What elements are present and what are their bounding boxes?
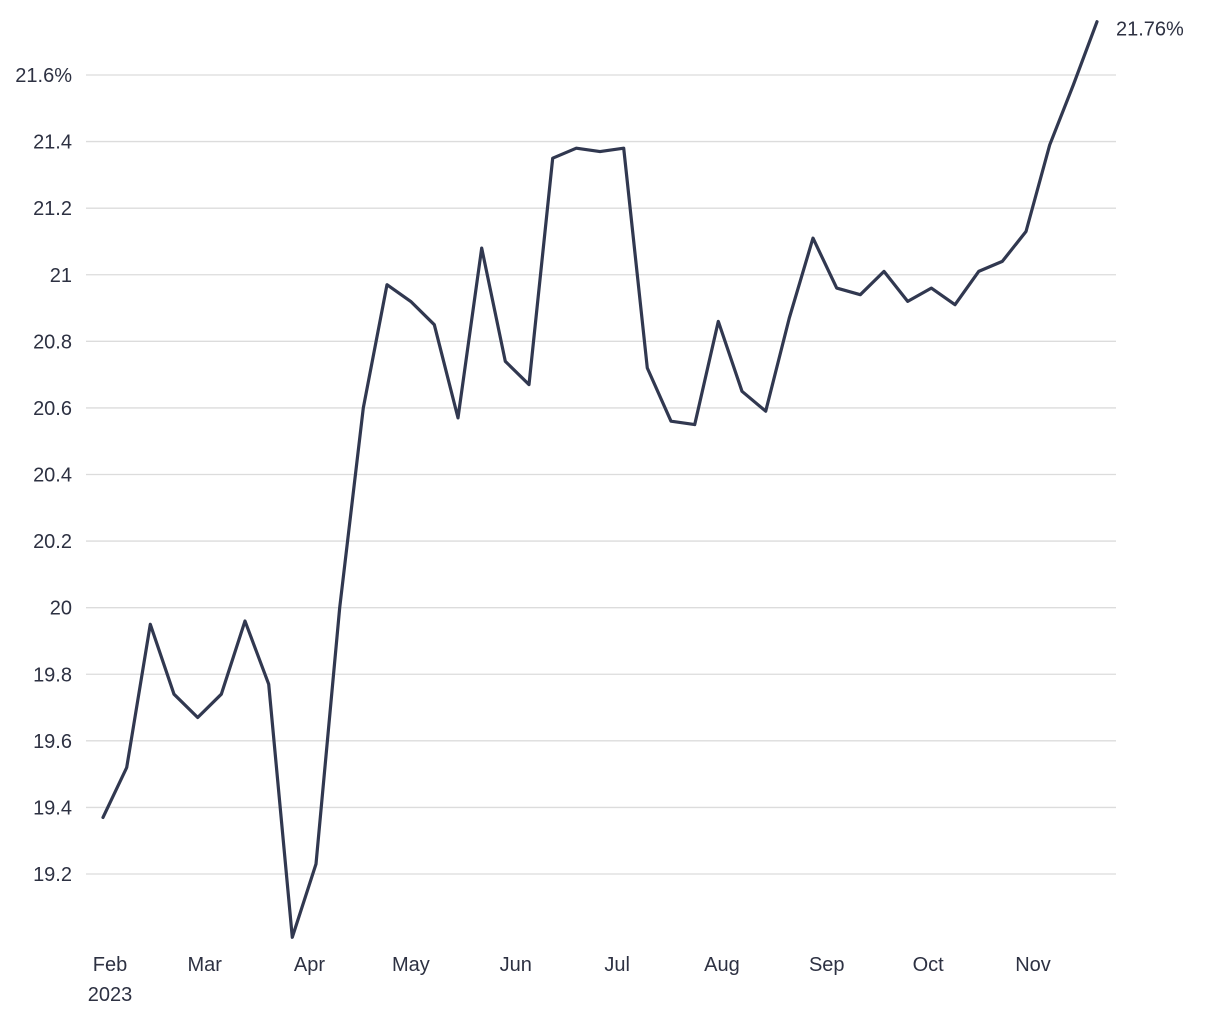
x-tick-label: Apr (294, 954, 325, 976)
data-point (882, 269, 886, 273)
data-point (645, 366, 649, 370)
data-point (266, 682, 270, 686)
data-point (408, 299, 412, 303)
series-line (101, 20, 1099, 939)
data-point (361, 406, 365, 410)
y-tick-label: 21 (50, 265, 72, 287)
data-point (692, 422, 696, 426)
data-point (479, 246, 483, 250)
data-point (1071, 83, 1075, 87)
data-point (172, 692, 176, 696)
data-point (337, 605, 341, 609)
x-tick-label: May (392, 954, 430, 976)
x-tick-year-label: 2023 (88, 984, 133, 1006)
data-point (1000, 259, 1004, 263)
x-tick-label: Feb (93, 954, 127, 976)
y-tick-label: 19.6 (33, 731, 72, 753)
data-point (811, 236, 815, 240)
data-point (456, 416, 460, 420)
x-tick-label: Oct (913, 954, 945, 976)
data-point (1047, 143, 1051, 147)
data-point (858, 293, 862, 297)
data-point (385, 283, 389, 287)
y-tick-label: 19.4 (33, 797, 72, 819)
data-point (219, 692, 223, 696)
data-point (243, 619, 247, 623)
x-tick-label: Nov (1015, 954, 1051, 976)
y-tick-label: 21.6% (15, 65, 72, 87)
y-tick-label: 19.8 (33, 664, 72, 686)
data-point (905, 299, 909, 303)
data-point (1024, 229, 1028, 233)
x-tick-label: Jun (500, 954, 532, 976)
y-tick-label: 20.4 (33, 465, 72, 487)
data-point (669, 419, 673, 423)
data-point (740, 389, 744, 393)
x-tick-label: Aug (704, 954, 740, 976)
data-point (503, 359, 507, 363)
data-point (598, 149, 602, 153)
x-tick-label: Jul (604, 954, 630, 976)
data-point (101, 815, 105, 819)
data-point (432, 322, 436, 326)
data-point (929, 286, 933, 290)
data-point (716, 319, 720, 323)
y-tick-label: 20 (50, 598, 72, 620)
data-point (787, 316, 791, 320)
data-point (148, 622, 152, 626)
data-point (976, 269, 980, 273)
gridlines (86, 74, 1116, 875)
data-point (290, 935, 294, 939)
data-point (527, 382, 531, 386)
data-point (124, 765, 128, 769)
x-tick-label: Sep (809, 954, 845, 976)
y-tick-label: 21.2 (33, 198, 72, 220)
x-axis-tick-labels: Feb 2023 Mar Apr May Jun Jul Aug Sep Oct Nov (88, 954, 1051, 1006)
series-end-label: 21.76% (1116, 19, 1184, 41)
data-point (195, 715, 199, 719)
y-axis-tick-labels: 19.2 19.4 19.6 19.8 20 20.2 20.4 20.6 20.8 21 21.2… (15, 65, 72, 886)
data-point (834, 286, 838, 290)
data-point (953, 303, 957, 307)
x-tick-label: Mar (187, 954, 222, 976)
series-layer: 21.76% (101, 19, 1184, 939)
y-tick-label: 19.2 (33, 864, 72, 886)
y-tick-label: 20.6 (33, 398, 72, 420)
data-point (574, 146, 578, 150)
data-point (621, 146, 625, 150)
data-point (1095, 20, 1099, 24)
y-tick-label: 20.2 (33, 531, 72, 553)
data-point (314, 862, 318, 866)
data-point (763, 409, 767, 413)
y-tick-label: 21.4 (33, 132, 72, 154)
data-point (550, 156, 554, 160)
y-tick-label: 20.8 (33, 331, 72, 353)
